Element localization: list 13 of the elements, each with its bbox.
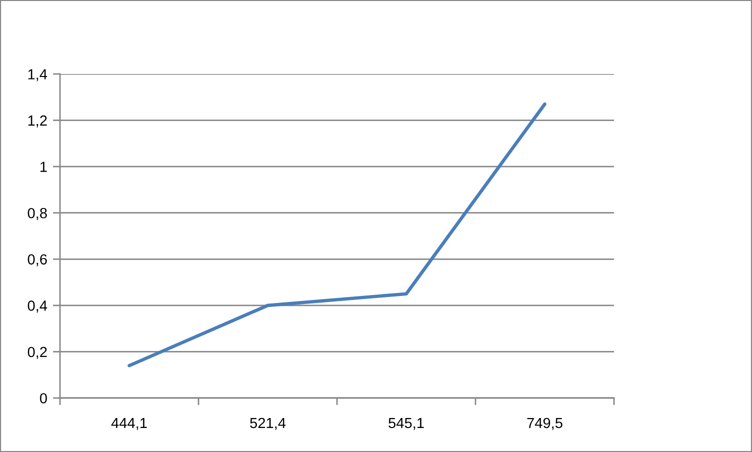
y-tick-label: 0,8 (28, 208, 47, 220)
y-tick-label: 0,6 (28, 254, 47, 266)
x-tick-label: 749,5 (527, 418, 562, 430)
y-tick-label: 0,2 (28, 346, 47, 359)
y-tick-label: 1,4 (28, 69, 48, 82)
x-tick-label: 521,4 (250, 418, 286, 430)
y-tick-label: 1 (40, 162, 47, 172)
y-tick-label: 1,2 (28, 115, 47, 128)
x-tick-label: 545,1 (388, 418, 424, 430)
x-tick-label: 444,1 (111, 418, 147, 430)
line-series (128, 102, 546, 368)
y-tick-label: 0,4 (28, 300, 48, 313)
y-tick-label: 0 (40, 393, 47, 404)
